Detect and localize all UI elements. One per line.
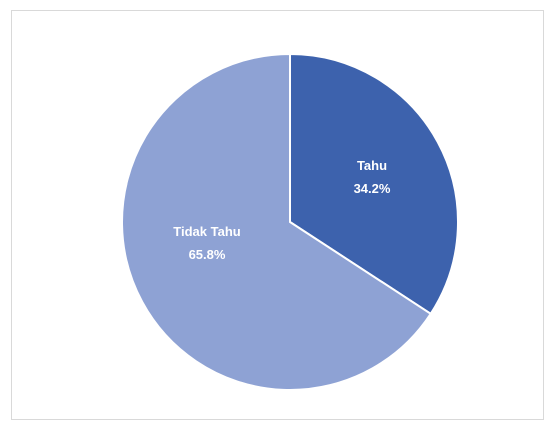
slice-label-tidak-tahu-value: 65.8% bbox=[189, 247, 226, 262]
slice-label-tahu-name: Tahu bbox=[357, 158, 387, 173]
slice-label-tahu-value: 34.2% bbox=[354, 181, 391, 196]
slice-label-tidak-tahu-name: Tidak Tahu bbox=[173, 224, 240, 239]
pie-labels: Tahu 34.2% Tidak Tahu 65.8% bbox=[173, 158, 391, 262]
pie-slices bbox=[121, 52, 459, 391]
pie-slice-tidak-tahu bbox=[121, 52, 433, 391]
